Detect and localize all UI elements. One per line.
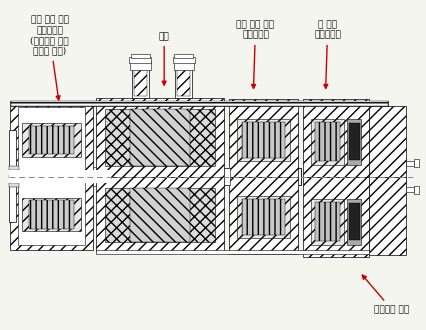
- Bar: [414, 159, 419, 167]
- Bar: [131, 54, 150, 58]
- Bar: [13, 168, 301, 185]
- Bar: [17, 107, 85, 171]
- Bar: [349, 203, 360, 240]
- Bar: [177, 67, 190, 96]
- Bar: [242, 199, 285, 235]
- Text: 축 방향
자기베어링: 축 방향 자기베어링: [314, 20, 341, 88]
- Bar: [96, 98, 224, 177]
- Bar: [9, 166, 18, 170]
- Bar: [93, 167, 96, 186]
- Bar: [349, 123, 360, 160]
- Bar: [29, 200, 74, 229]
- Text: 모터: 모터: [159, 32, 170, 85]
- Bar: [315, 122, 340, 161]
- Text: 하부 반경 방향
자기베어링: 하부 반경 방향 자기베어링: [236, 20, 274, 88]
- Bar: [229, 177, 298, 254]
- Bar: [11, 101, 388, 106]
- Bar: [105, 188, 215, 242]
- Bar: [406, 187, 414, 192]
- Bar: [347, 199, 361, 245]
- Bar: [173, 57, 195, 63]
- Bar: [22, 123, 81, 156]
- Bar: [130, 57, 151, 63]
- Text: 상부 반경 방향
자기베어링
(정삭위치 센서
일체형 센서): 상부 반경 방향 자기베어링 (정삭위치 센서 일체형 센서): [30, 16, 69, 100]
- Bar: [9, 183, 18, 187]
- Bar: [105, 110, 215, 166]
- Bar: [303, 177, 369, 257]
- Bar: [414, 186, 419, 194]
- Bar: [10, 101, 93, 177]
- Bar: [369, 106, 406, 177]
- Bar: [242, 122, 285, 158]
- Bar: [130, 188, 190, 242]
- Bar: [22, 198, 81, 231]
- Bar: [311, 118, 343, 165]
- Text: 쓰러스트 칼라: 쓰러스트 칼라: [362, 275, 409, 314]
- Bar: [132, 66, 149, 98]
- Bar: [311, 199, 343, 245]
- Bar: [369, 177, 406, 255]
- Bar: [229, 99, 298, 177]
- Bar: [9, 175, 18, 179]
- Bar: [406, 161, 414, 166]
- Bar: [174, 54, 193, 58]
- Bar: [347, 118, 361, 165]
- Bar: [303, 99, 369, 177]
- Bar: [9, 173, 13, 181]
- Bar: [237, 196, 290, 238]
- Bar: [175, 66, 192, 98]
- Bar: [10, 177, 93, 250]
- Bar: [130, 61, 150, 70]
- Bar: [173, 61, 194, 70]
- Bar: [134, 67, 147, 96]
- Bar: [224, 168, 230, 185]
- Bar: [17, 182, 85, 245]
- Bar: [11, 101, 388, 106]
- Bar: [29, 126, 74, 154]
- Bar: [237, 118, 290, 161]
- Bar: [96, 250, 369, 254]
- Bar: [9, 130, 16, 222]
- Bar: [315, 202, 340, 241]
- Bar: [130, 110, 190, 166]
- Bar: [9, 170, 111, 183]
- Bar: [96, 177, 224, 252]
